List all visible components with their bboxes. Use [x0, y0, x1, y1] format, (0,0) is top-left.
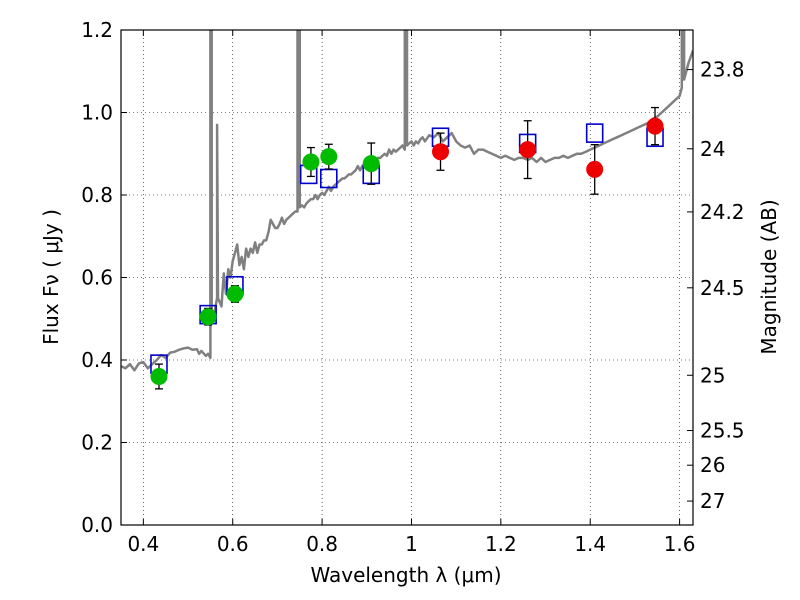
y-tick-label: 1.2 [81, 18, 113, 42]
y-tick-label: 0.8 [81, 183, 113, 207]
x-tick-label: 0.8 [306, 532, 338, 556]
x-tick-label: 0.6 [217, 532, 249, 556]
y-tick-label: 0.6 [81, 266, 113, 290]
observed-optical-point [320, 148, 338, 166]
observed-optical-point [199, 308, 217, 326]
right-tick-label: 24 [700, 137, 725, 161]
observed-nir-point [646, 117, 664, 135]
observed-optical-point [150, 368, 168, 385]
y-axis-label: Flux Fν ( μJy ) [39, 209, 63, 345]
x-tick-label: 0.4 [127, 532, 159, 556]
observed-nir-point [432, 143, 450, 161]
y-tick-label: 0.4 [81, 348, 113, 372]
x-tick-label: 1.4 [574, 532, 606, 556]
observed-optical-point [362, 155, 380, 173]
axis-ticks: 0.4 0.6 0.8 1 1.2 1.4 1.6 0.0 0.2 0.4 0.6 0.8 1.0 1.2… [81, 18, 744, 556]
x-tick-label: 1 [405, 532, 418, 556]
y-tick-label: 0.2 [81, 431, 113, 455]
observed-optical-point [302, 153, 320, 171]
x-axis-label: Wavelength λ (μm) [310, 563, 501, 587]
observed-optical-point [226, 285, 244, 303]
model-spectrum-line [121, 30, 693, 372]
y-tick-label: 1.0 [81, 101, 113, 125]
x-tick-label: 1.6 [664, 532, 696, 556]
data-layer [121, 30, 693, 390]
right-tick-label: 24.5 [700, 276, 745, 300]
right-tick-label: 26 [700, 453, 725, 477]
right-tick-label: 24.2 [700, 200, 745, 224]
x-tick-label: 1.2 [485, 532, 517, 556]
right-tick-label: 23.8 [700, 58, 745, 82]
right-tick-label: 25 [700, 363, 725, 387]
observed-nir-point [519, 141, 537, 159]
observed-nir-point [586, 160, 604, 178]
right-axis-label: Magnitude (AB) [757, 199, 781, 354]
right-tick-label: 25.5 [700, 419, 745, 443]
right-tick-label: 27 [700, 489, 725, 513]
model-photometry-square [585, 123, 604, 143]
y-tick-label: 0.0 [81, 513, 113, 537]
